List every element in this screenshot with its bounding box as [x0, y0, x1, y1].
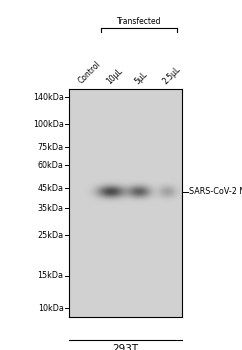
Text: Control: Control: [77, 60, 103, 86]
Text: SARS-CoV-2 NSP15: SARS-CoV-2 NSP15: [189, 187, 242, 196]
Text: 45kDa: 45kDa: [38, 184, 64, 192]
Text: 15kDa: 15kDa: [38, 271, 64, 280]
Text: 2.5μL: 2.5μL: [161, 64, 182, 86]
Text: Transfected: Transfected: [117, 17, 162, 26]
Text: 35kDa: 35kDa: [38, 204, 64, 213]
Text: 25kDa: 25kDa: [38, 231, 64, 240]
Text: 140kDa: 140kDa: [33, 93, 64, 102]
Text: 60kDa: 60kDa: [38, 161, 64, 170]
Text: 5μL: 5μL: [133, 70, 149, 86]
Text: 10kDa: 10kDa: [38, 304, 64, 313]
Text: 293T: 293T: [112, 344, 138, 350]
Text: 100kDa: 100kDa: [33, 120, 64, 129]
Text: 10μL: 10μL: [105, 66, 124, 86]
Text: 75kDa: 75kDa: [38, 143, 64, 152]
